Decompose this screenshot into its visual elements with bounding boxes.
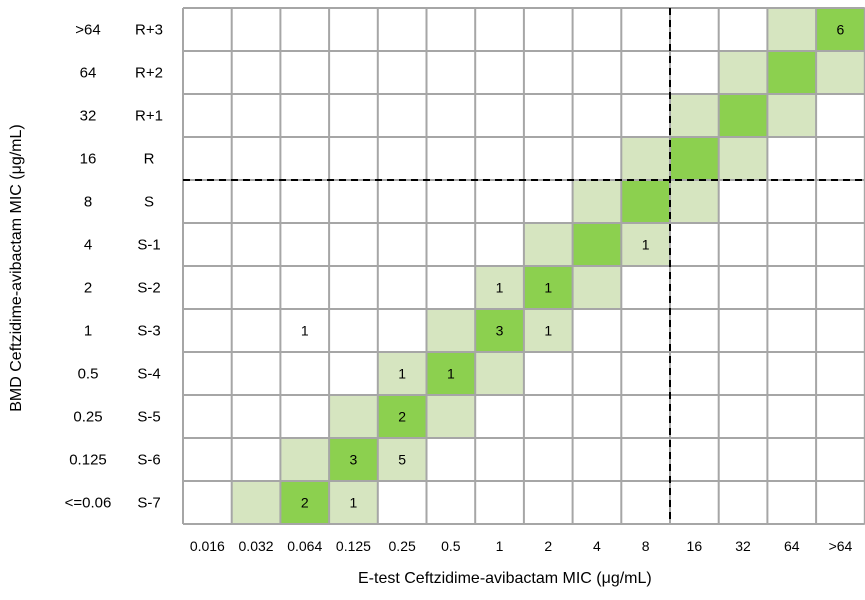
heatmap-cell (816, 51, 865, 94)
x-tick-label: 0.25 (389, 538, 416, 554)
y-category-sublabel: R+1 (135, 108, 163, 125)
y-tick-label: 0.125 (69, 452, 107, 469)
heatmap-cell (621, 180, 670, 223)
heatmap-cell (377, 438, 427, 481)
heatmap-cell (475, 352, 524, 395)
heatmap-cell (426, 352, 476, 395)
heatmap-cell (767, 94, 817, 137)
heatmap-cell (329, 481, 378, 524)
y-category-sublabel: S-1 (137, 237, 160, 254)
heatmap-cell (523, 223, 573, 266)
y-category-sublabel: S-2 (137, 280, 160, 297)
heatmap-cell (475, 309, 524, 352)
cell-count-label: 1 (398, 366, 406, 382)
x-tick-label: 0.016 (190, 538, 225, 554)
cell-count-label: 5 (398, 452, 406, 468)
y-tick-label: 8 (84, 194, 92, 211)
heatmap-cell (621, 223, 670, 266)
y-category-sublabel: R (144, 151, 155, 168)
x-axis-title: E-test Ceftzidime-avibactam MIC (μg/mL) (358, 570, 652, 587)
x-tick-label: 0.125 (336, 538, 371, 554)
heatmap-cell (718, 51, 768, 94)
heatmap-cell (523, 309, 573, 352)
heatmap-cell (231, 481, 281, 524)
heatmap-cell (670, 94, 719, 137)
heatmap-cell (329, 438, 378, 481)
heatmap-cell (572, 180, 622, 223)
cell-count-label: 6 (837, 22, 845, 38)
heatmap-cell (329, 395, 378, 438)
y-tick-label: 4 (84, 237, 92, 254)
heatmap-cell (718, 137, 768, 180)
heatmap-cell (670, 137, 719, 180)
heatmap-cell (280, 481, 330, 524)
y-tick-label: 2 (84, 280, 92, 297)
y-tick-label: 32 (80, 108, 97, 125)
x-tick-label: 0.5 (441, 538, 461, 554)
y-tick-label: 0.5 (78, 366, 99, 383)
cell-count-label: 1 (496, 280, 504, 296)
x-tick-label: >64 (829, 538, 853, 554)
cell-count-label: 3 (350, 452, 358, 468)
cell-count-label: 1 (447, 366, 455, 382)
y-category-sublabel: R+3 (135, 22, 163, 39)
x-tick-label: 32 (735, 538, 751, 554)
cell-count-label: 1 (544, 280, 552, 296)
y-tick-label: 0.25 (73, 409, 102, 426)
heatmap-cell (621, 137, 670, 180)
y-category-sublabel: S-5 (137, 409, 160, 426)
cell-count-label: 3 (496, 323, 504, 339)
x-tick-label: 0.032 (239, 538, 274, 554)
y-tick-label: 16 (80, 151, 97, 168)
y-category-sublabel: R+2 (135, 65, 163, 82)
heatmap-cell (816, 8, 865, 51)
heatmap-cell (572, 223, 622, 266)
x-tick-label: 16 (687, 538, 703, 554)
y-category-sublabel: S-3 (137, 323, 160, 340)
heatmap-cell (280, 438, 330, 481)
x-tick-label: 8 (642, 538, 650, 554)
heatmap-cell (426, 395, 476, 438)
heatmap-cell (475, 266, 524, 309)
cell-count-label: 2 (301, 495, 309, 511)
y-tick-label: >64 (75, 22, 100, 39)
y-category-sublabel: S-7 (137, 495, 160, 512)
heatmap-cell (523, 266, 573, 309)
x-tick-label: 1 (496, 538, 504, 554)
heatmap-cell (377, 395, 427, 438)
heatmap-cell (377, 352, 427, 395)
heatmap-cell (670, 180, 719, 223)
heatmap-cell (767, 51, 817, 94)
heatmap-cell (426, 309, 476, 352)
cell-count-label: 1 (642, 237, 650, 253)
x-tick-label: 64 (784, 538, 800, 554)
heatmap-cell (767, 8, 817, 51)
cell-count-label: 1 (301, 323, 309, 339)
heatmap-cell (572, 266, 622, 309)
cell-count-label: 1 (350, 495, 358, 511)
y-category-sublabel: S-6 (137, 452, 160, 469)
x-tick-label: 0.064 (287, 538, 322, 554)
y-axis-title: BMD Ceftzidime-avibactam MIC (μg/mL) (8, 124, 25, 412)
y-tick-label: 64 (80, 65, 97, 82)
y-tick-label: <=0.06 (65, 495, 112, 512)
y-category-sublabel: S (144, 194, 154, 211)
cell-count-label: 2 (398, 409, 406, 425)
cell-count-label: 1 (544, 323, 552, 339)
x-tick-label: 4 (593, 538, 601, 554)
x-tick-label: 2 (544, 538, 552, 554)
y-category-sublabel: S-4 (137, 366, 160, 383)
y-tick-label: 1 (84, 323, 92, 340)
heatmap-cell (718, 94, 768, 137)
